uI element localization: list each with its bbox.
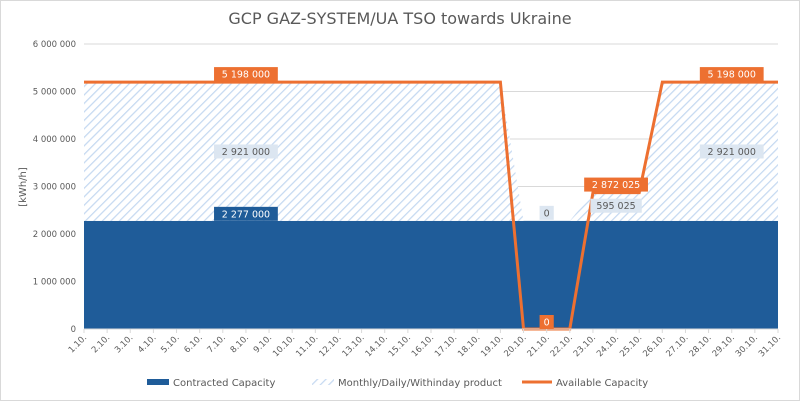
x-tick-label: 28.10. <box>688 333 714 359</box>
data-label-box <box>539 205 554 220</box>
x-tick-label: 17.10. <box>433 333 459 359</box>
data-label-box <box>584 177 648 192</box>
x-tick-label: 16.10. <box>410 333 436 359</box>
x-tick-label: 10.10. <box>271 333 297 359</box>
data-label-box <box>590 198 642 213</box>
data-label-box <box>699 144 764 159</box>
y-tick-label: 2 000 000 <box>33 230 76 240</box>
legend-swatch-monthly <box>312 379 334 385</box>
x-tick-label: 20.10. <box>502 333 528 359</box>
y-axis-label: [kWh/h] <box>18 167 29 207</box>
area-contracted-capacity <box>84 220 778 329</box>
x-tick-label: 27.10. <box>664 333 690 359</box>
x-tick-label: 21.10. <box>526 333 552 359</box>
y-tick-label: 6 000 000 <box>33 40 76 50</box>
y-tick-label: 4 000 000 <box>33 135 76 145</box>
x-tick-label: 29.10. <box>711 333 737 359</box>
x-tick-label: 7.10. <box>206 333 228 355</box>
x-tick-label: 22.10. <box>549 333 575 359</box>
x-tick-label: 12.10. <box>317 333 343 359</box>
legend-swatch-contracted <box>147 379 169 385</box>
data-label: 2 921 000 <box>222 147 270 158</box>
x-tick-label: 19.10. <box>479 333 505 359</box>
line-available-capacity <box>84 80 778 331</box>
y-tick-label: 1 000 000 <box>33 278 76 288</box>
legend-label-monthly: Monthly/Daily/Withinday product <box>338 378 502 389</box>
x-tick-label: 4.10. <box>136 333 158 355</box>
data-label-box <box>214 67 278 82</box>
data-label: 0 <box>544 318 550 329</box>
x-tick-label: 13.10. <box>341 333 367 359</box>
x-tick-label: 6.10. <box>182 333 204 355</box>
x-tick-label: 26.10. <box>641 333 667 359</box>
data-label-box <box>214 206 278 221</box>
area-monthly-daily-withinday <box>84 82 778 221</box>
x-tick-label: 23.10. <box>572 333 598 359</box>
x-tick-label: 15.10. <box>387 333 413 359</box>
x-tick-label: 24.10. <box>595 333 621 359</box>
data-label-box <box>214 144 278 159</box>
data-label-box <box>539 315 554 329</box>
x-tick-label: 3.10. <box>113 333 135 355</box>
data-label: 2 921 000 <box>708 147 756 158</box>
x-tick-label: 31.10. <box>757 333 783 359</box>
x-tick-label: 8.10. <box>229 333 251 355</box>
x-tick-label: 18.10. <box>456 333 482 359</box>
y-tick-label: 3 000 000 <box>33 183 76 193</box>
legend-label-available: Available Capacity <box>556 378 648 389</box>
x-tick-label: 30.10. <box>734 333 760 359</box>
x-tick-label: 11.10. <box>294 333 320 359</box>
x-tick-label: 1.10. <box>67 333 89 355</box>
y-tick-label: 5 000 000 <box>33 88 76 98</box>
data-label: 5 198 000 <box>222 70 270 81</box>
x-tick-label: 14.10. <box>364 333 390 359</box>
x-tick-label: 25.10. <box>618 333 644 359</box>
data-label-box <box>699 67 764 82</box>
data-label: 2 277 000 <box>222 209 270 220</box>
y-tick-label: 0 <box>71 325 76 335</box>
legend: Contracted Capacity Monthly/Daily/Within… <box>147 378 648 389</box>
data-label: 5 198 000 <box>708 70 756 81</box>
legend-label-contracted: Contracted Capacity <box>173 378 275 389</box>
x-tick-label: 5.10. <box>159 333 181 355</box>
data-label: 595 025 <box>596 201 635 212</box>
data-label: 2 872 025 <box>592 180 640 191</box>
chart-title: GCP GAZ-SYSTEM/UA TSO towards Ukraine <box>228 9 571 28</box>
x-tick-label: 2.10. <box>90 333 112 355</box>
data-label: 0 <box>544 208 550 219</box>
